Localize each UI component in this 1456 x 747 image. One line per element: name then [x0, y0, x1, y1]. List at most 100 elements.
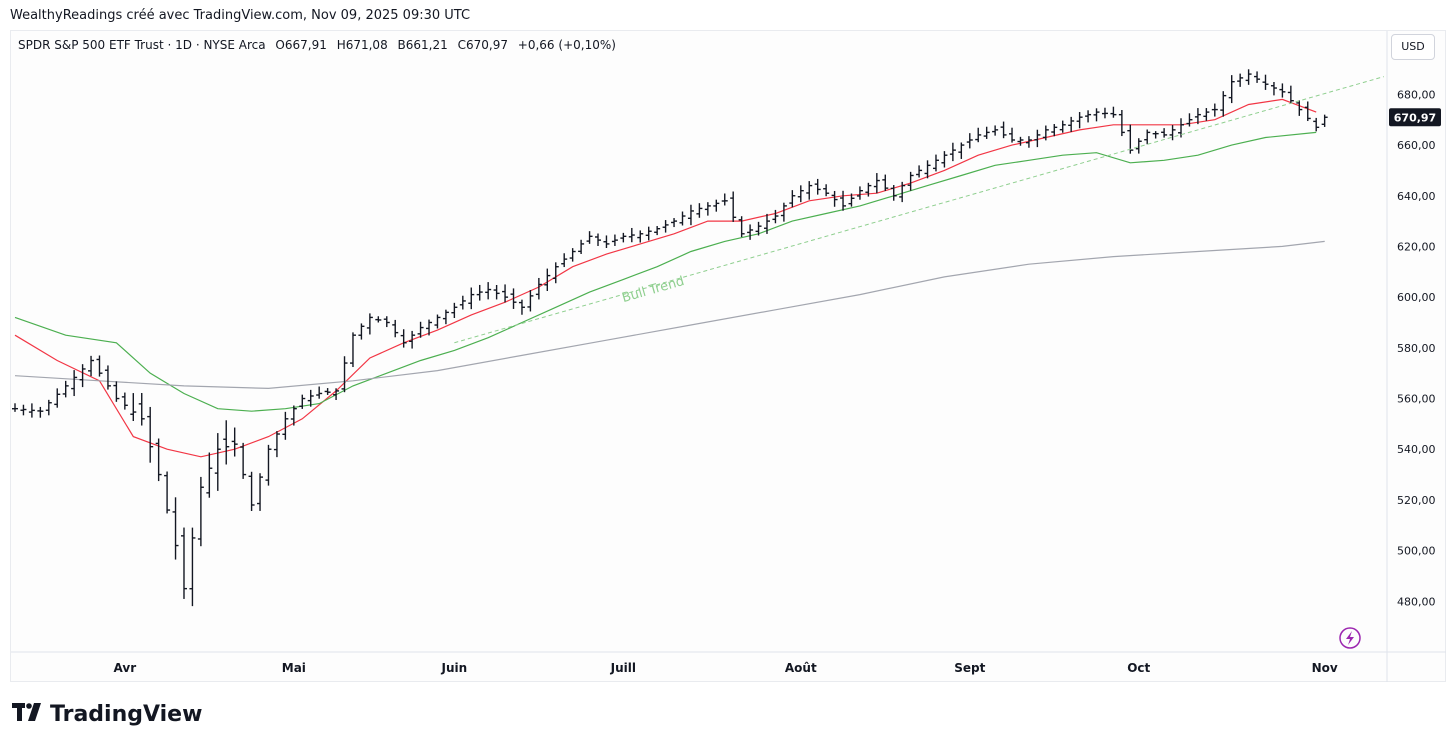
ohlc-bar	[1042, 125, 1049, 141]
tradingview-logo-icon	[12, 702, 44, 727]
ohlc-bar	[1034, 129, 1041, 148]
ohlc-bar	[214, 433, 221, 491]
ohlc-bar	[949, 142, 956, 162]
ohlc-bar	[1110, 106, 1117, 118]
ohlc-bar	[1245, 69, 1252, 85]
ohlc-bar	[1118, 110, 1125, 137]
ohlc-bar	[37, 406, 44, 418]
ohlc-bar	[1228, 75, 1235, 104]
x-tick-label: Juin	[441, 661, 468, 675]
ohlc-bar	[12, 403, 18, 412]
ohlc-bar	[147, 406, 154, 463]
ohlc-bar	[679, 211, 686, 226]
ohlc-bar	[79, 364, 86, 388]
y-tick-label: 600,00	[1397, 291, 1436, 304]
ohlc-bar	[333, 388, 340, 400]
ohlc-bars	[12, 69, 1328, 607]
ohlc-bar	[1220, 91, 1227, 117]
legend-symbol: SPDR S&P 500 ETF Trust · 1D · NYSE Arca	[18, 38, 266, 52]
y-tick-label: 500,00	[1397, 545, 1436, 558]
ohlc-bar	[1178, 118, 1185, 138]
ohlc-bar	[28, 403, 35, 418]
ohlc-bar	[831, 190, 838, 207]
ohlc-bar	[307, 389, 314, 407]
y-tick-label: 660,00	[1397, 139, 1436, 152]
ohlc-bar	[1194, 108, 1201, 125]
ohlc-bar	[130, 393, 137, 422]
ohlc-bar	[856, 186, 863, 200]
ohlc-bar	[223, 420, 230, 465]
chart-panel[interactable]	[10, 30, 1446, 682]
ohlc-bar	[975, 127, 982, 143]
y-tick-label: 640,00	[1397, 190, 1436, 203]
ohlc-bar	[459, 295, 466, 310]
price-axis[interactable]: 700,00680,00660,00640,00620,00600,00580,…	[1386, 31, 1441, 682]
ohlc-bar	[654, 226, 661, 236]
ohlc-bar	[1101, 107, 1108, 119]
ohlc-bar	[476, 284, 483, 301]
ohlc-bar	[687, 204, 694, 226]
ohlc-bar	[510, 288, 517, 309]
ohlc-bar	[755, 221, 762, 236]
ohlc-bar	[1262, 74, 1269, 90]
ohlc-bar	[595, 233, 602, 246]
ohlc-bar	[189, 527, 196, 607]
ohlc-bar	[721, 193, 728, 206]
ohlc-bar	[1093, 108, 1100, 122]
ohlc-bar	[840, 190, 847, 211]
y-tick-label: 680,00	[1397, 88, 1436, 101]
ohlc-bar	[485, 282, 492, 300]
flash-icon-bolt	[1346, 631, 1354, 645]
ohlc-bar	[62, 380, 69, 398]
ohlc-bar	[138, 392, 145, 426]
ohlc-bar	[561, 253, 568, 268]
ohlc-bar	[265, 444, 272, 486]
chart-overlays: Bull Trend	[454, 76, 1384, 649]
ohlc-bar	[1051, 124, 1058, 137]
ohlc-bar	[493, 284, 500, 300]
ohlc-bar	[358, 323, 365, 340]
ohlc-bar	[1009, 127, 1016, 143]
ohlc-bar	[1270, 82, 1277, 96]
currency-button[interactable]: USD	[1391, 34, 1435, 60]
ohlc-bar	[730, 191, 737, 222]
ohlc-bar	[375, 316, 382, 323]
moving-average-line-1	[14, 98, 1317, 458]
x-tick-label: Nov	[1312, 661, 1338, 675]
ohlc-bar	[789, 190, 796, 208]
ohlc-bar	[88, 355, 95, 377]
ohlc-bar	[1287, 85, 1294, 104]
ohlc-bar	[873, 173, 880, 194]
x-tick-label: Juill	[610, 661, 636, 675]
tradingview-logo[interactable]: TradingView	[12, 702, 202, 727]
ohlc-bar	[1000, 121, 1007, 139]
ohlc-bar	[400, 329, 407, 348]
ohlc-bar	[1186, 113, 1193, 127]
ohlc-bar	[704, 202, 711, 216]
ohlc-bar	[1313, 117, 1320, 132]
ohlc-bar	[772, 209, 779, 224]
chart-legend[interactable]: SPDR S&P 500 ETF Trust · 1D · NYSE Arca …	[18, 38, 622, 52]
time-axis[interactable]: Avr Mai Juin Juill Août Sept Oct Nov	[11, 651, 1446, 675]
ohlc-bar	[206, 452, 213, 498]
x-tick-label: Oct	[1127, 661, 1150, 675]
flash-icon[interactable]	[1339, 627, 1361, 649]
ohlc-bar	[645, 226, 652, 241]
y-tick-label: 520,00	[1397, 494, 1436, 507]
legend-change: +0,66 (+0,10%)	[517, 38, 616, 52]
ohlc-bar	[814, 178, 821, 195]
ohlc-bar	[932, 154, 939, 172]
ohlc-bar	[1296, 100, 1303, 116]
ohlc-bar	[763, 213, 770, 234]
ohlc-bar	[316, 386, 323, 399]
ohlc-bar	[966, 133, 973, 149]
bull-trend-line	[454, 76, 1384, 344]
ohlc-bar	[1304, 101, 1311, 122]
ohlc-bar	[113, 381, 120, 402]
ohlc-bar	[1076, 112, 1083, 129]
ohlc-bar	[409, 330, 416, 349]
ohlc-bar	[535, 277, 542, 300]
ohlc-bar	[806, 181, 813, 200]
last-price-tag	[1389, 108, 1441, 127]
